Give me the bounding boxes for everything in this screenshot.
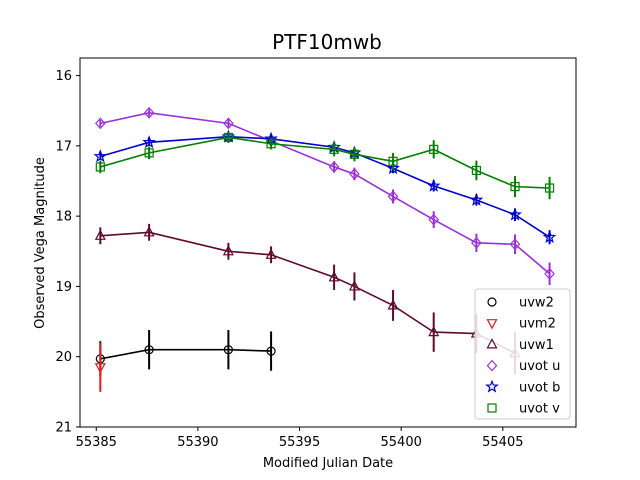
uvot-u-point bbox=[428, 213, 440, 226]
plot-area bbox=[93, 106, 557, 392]
chart-title: PTF10mwb bbox=[272, 30, 382, 54]
uvot-v-point bbox=[329, 144, 339, 154]
uvot-b-point bbox=[426, 178, 441, 192]
uvot-v-point bbox=[510, 182, 520, 192]
y-tick-label: 21 bbox=[55, 421, 72, 436]
x-tick-label: 55385 bbox=[76, 435, 117, 450]
uvot-v-point bbox=[544, 183, 555, 193]
x-tick-label: 55405 bbox=[482, 435, 523, 450]
uvot-u-point bbox=[143, 106, 155, 119]
legend-marker-uvw2 bbox=[487, 297, 497, 307]
series-uvw1 bbox=[94, 223, 521, 375]
uvw2-point bbox=[144, 345, 154, 355]
uvot-v-line bbox=[100, 136, 550, 189]
series-uvm2 bbox=[94, 342, 106, 392]
uvot-u-point bbox=[223, 117, 234, 130]
legend-label-uvot-b: uvot b bbox=[519, 380, 560, 395]
legend-label-uvw2: uvw2 bbox=[519, 296, 554, 311]
y-axis-title: Observed Vega Magnitude bbox=[33, 157, 48, 329]
uvot-u-point bbox=[471, 236, 482, 249]
uvot-u-point bbox=[95, 117, 106, 130]
uvw1-point bbox=[328, 271, 340, 282]
uvot-u-point bbox=[387, 190, 399, 203]
legend: uvw2 uvm2 uvw1 uvot u uvot b uvot v bbox=[474, 288, 571, 420]
uvw1-point bbox=[143, 226, 155, 237]
x-axis-title: Modified Julian Date bbox=[263, 456, 393, 471]
uvot-b-point bbox=[93, 149, 108, 163]
uvot-v-point bbox=[471, 165, 481, 176]
legend-marker-uvot-v bbox=[487, 403, 497, 413]
series-uvot-v bbox=[95, 131, 555, 200]
series-uvw2 bbox=[95, 330, 276, 377]
y-tick-label: 17 bbox=[55, 139, 72, 154]
plot-frame bbox=[79, 57, 577, 428]
uvw2-line bbox=[100, 348, 272, 360]
x-tick-label: 55390 bbox=[177, 435, 218, 450]
uvot-b-line bbox=[100, 135, 551, 238]
uvw2-point bbox=[223, 345, 233, 355]
y-tick-label: 16 bbox=[55, 69, 72, 84]
legend-box bbox=[474, 288, 571, 420]
uvot-u-point bbox=[349, 168, 360, 180]
uvot-v-point bbox=[388, 156, 398, 166]
uvot-b-point bbox=[542, 230, 557, 244]
x-tick-label: 55400 bbox=[381, 435, 422, 450]
uvw1-line bbox=[100, 231, 516, 354]
uvot-b-point bbox=[386, 161, 400, 175]
uvw1-point bbox=[94, 229, 106, 240]
y-axis: 16 17 18 19 20 21 bbox=[55, 69, 80, 436]
uvot-v-point bbox=[95, 162, 105, 172]
legend-label-uvot-v: uvot v bbox=[519, 402, 560, 417]
uvw1-point bbox=[387, 299, 399, 310]
legend-marker-uvot-u bbox=[486, 359, 498, 372]
y-tick-label: 20 bbox=[55, 350, 72, 365]
uvot-b-point bbox=[469, 192, 484, 206]
x-axis: 55385 55390 55395 55400 55405 bbox=[76, 427, 523, 450]
uvot-b-point bbox=[508, 207, 522, 221]
legend-label-uvot-u: uvot u bbox=[519, 359, 560, 374]
uvot-b-point bbox=[142, 135, 156, 149]
uvot-v-point bbox=[349, 149, 360, 159]
legend-marker-uvm2 bbox=[486, 319, 498, 330]
uvot-u-point bbox=[544, 267, 555, 280]
uvw1-point bbox=[348, 280, 360, 291]
legend-label-uvm2: uvm2 bbox=[519, 317, 556, 332]
uvw1-point bbox=[222, 245, 234, 256]
uvm2-point bbox=[94, 363, 106, 374]
uvot-u-line bbox=[100, 112, 551, 275]
uvot-v-point bbox=[144, 148, 154, 158]
series-uvot-u bbox=[95, 106, 555, 286]
uvw1-point bbox=[428, 325, 440, 337]
uvw2-point bbox=[266, 346, 276, 356]
uvot-v-point bbox=[429, 144, 439, 154]
legend-label-uvw1: uvw1 bbox=[519, 338, 554, 353]
uvot-u-point bbox=[328, 161, 340, 173]
legend-marker-uvot-b bbox=[485, 379, 499, 393]
y-tick-label: 19 bbox=[55, 280, 72, 295]
y-tick-label: 18 bbox=[55, 210, 72, 225]
uvot-v-point bbox=[266, 139, 276, 149]
uvot-v-point bbox=[223, 132, 233, 143]
uvw1-point bbox=[265, 248, 277, 259]
uvot-u-point bbox=[509, 238, 521, 251]
x-tick-label: 55395 bbox=[279, 435, 320, 450]
legend-marker-uvw1 bbox=[486, 338, 498, 349]
